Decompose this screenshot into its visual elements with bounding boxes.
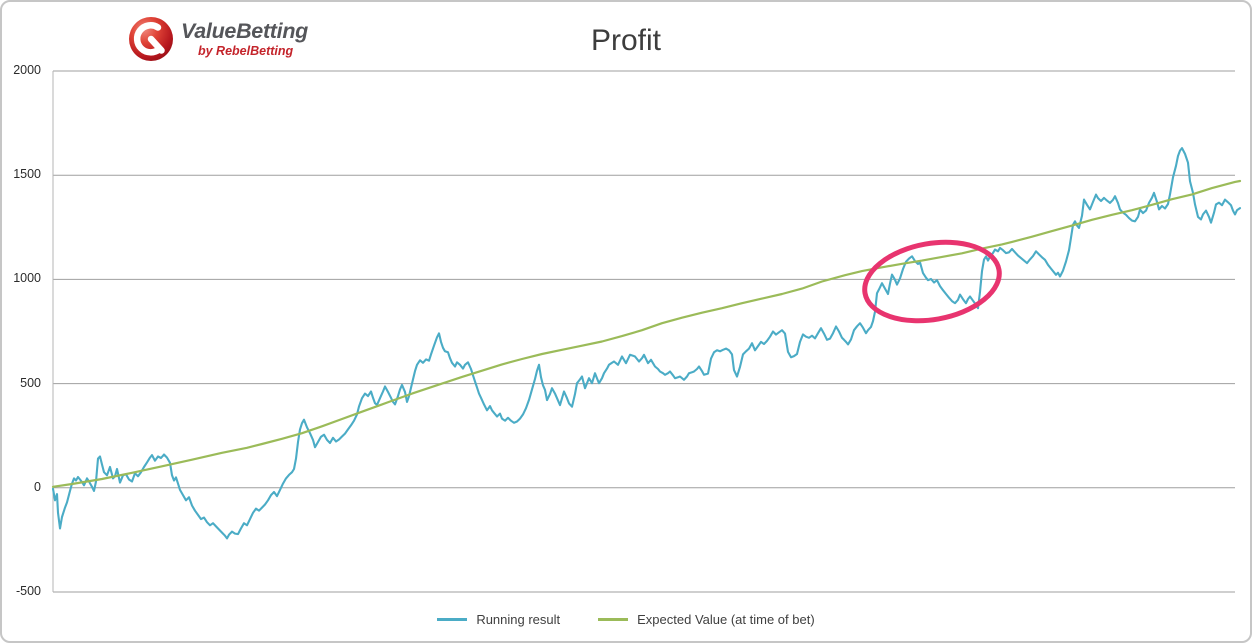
series-running-result: [51, 147, 1242, 540]
y-axis: 2000 1500 1000 500 0 -500: [2, 2, 46, 641]
gridlines: [53, 70, 1235, 593]
series-expected-value-at-time-of-bet: [51, 179, 1242, 488]
y-axis-tick-label: 1500: [13, 167, 41, 182]
logo-text: ValueBetting by RebelBetting: [181, 19, 309, 58]
data-series: [51, 147, 1242, 540]
chart-legend: Running result Expected Value (at time of…: [2, 612, 1250, 627]
valuebetting-logo: ValueBetting by RebelBetting: [128, 16, 308, 62]
chart-title: Profit: [590, 24, 662, 57]
y-axis-tick-label: 2000: [13, 63, 41, 77]
legend-item-expected-value-at-time-of-bet: Expected Value (at time of bet): [598, 612, 815, 627]
y-axis-tick-label: 1000: [13, 271, 41, 286]
logo-brand-text: ValueBetting: [181, 19, 309, 43]
logo-byline-text: by RebelBetting: [198, 43, 294, 58]
y-axis-tick-label: 500: [20, 375, 41, 390]
legend-label-expected-value-at-time-of-bet: Expected Value (at time of bet): [637, 612, 815, 627]
legend-item-running-result: Running result: [437, 612, 560, 627]
rebelbetting-logo-icon: [129, 17, 173, 61]
annotations: [862, 239, 1002, 324]
y-axis-tick-label: 0: [34, 479, 41, 494]
legend-swatch-expected-value-at-time-of-bet: [598, 618, 629, 621]
legend-label-running-result: Running result: [476, 612, 561, 627]
highlight-ellipse-annotation: [862, 239, 1002, 324]
y-axis-tick-label: -500: [15, 584, 41, 598]
legend-swatch-running-result: [437, 618, 468, 621]
